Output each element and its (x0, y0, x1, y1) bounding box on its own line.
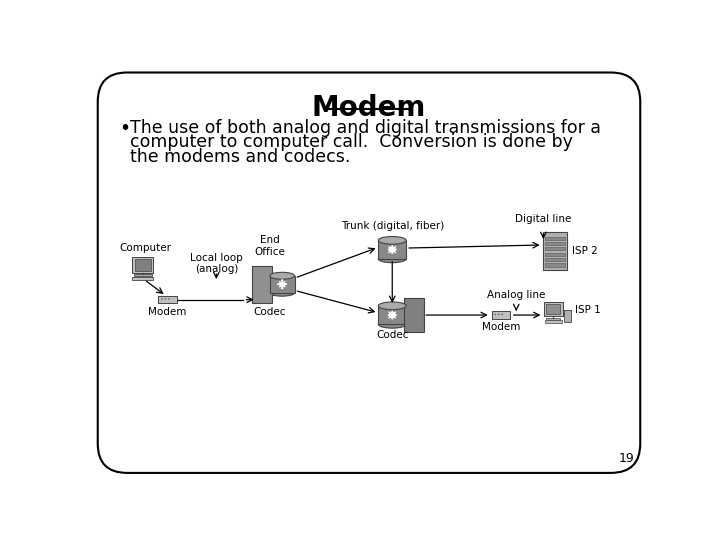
FancyBboxPatch shape (543, 232, 567, 271)
Circle shape (168, 298, 170, 300)
Circle shape (161, 298, 163, 300)
FancyBboxPatch shape (545, 264, 565, 267)
FancyBboxPatch shape (158, 296, 176, 303)
Circle shape (501, 314, 503, 315)
Text: the modems and codecs.: the modems and codecs. (130, 148, 351, 166)
Ellipse shape (378, 255, 406, 262)
FancyBboxPatch shape (545, 247, 565, 251)
Text: Digital line: Digital line (516, 214, 572, 224)
Circle shape (165, 298, 166, 300)
FancyBboxPatch shape (132, 277, 153, 280)
FancyBboxPatch shape (564, 310, 571, 322)
FancyBboxPatch shape (546, 305, 560, 314)
FancyBboxPatch shape (378, 306, 406, 325)
FancyBboxPatch shape (135, 259, 150, 271)
FancyBboxPatch shape (544, 302, 562, 316)
Text: Modem: Modem (482, 322, 520, 332)
Ellipse shape (270, 272, 294, 279)
FancyBboxPatch shape (545, 242, 565, 245)
FancyBboxPatch shape (545, 258, 565, 261)
Text: computer to computer call.  Conversion is done by: computer to computer call. Conversion is… (130, 133, 573, 151)
Ellipse shape (378, 237, 406, 244)
Ellipse shape (270, 289, 294, 296)
FancyBboxPatch shape (253, 266, 271, 303)
Text: •: • (120, 119, 130, 138)
FancyBboxPatch shape (270, 276, 294, 293)
FancyBboxPatch shape (545, 237, 565, 240)
FancyBboxPatch shape (134, 274, 151, 276)
Text: Analog line: Analog line (487, 289, 546, 300)
Text: Trunk (digital, fiber): Trunk (digital, fiber) (341, 221, 444, 231)
Text: Modem: Modem (148, 307, 186, 316)
FancyBboxPatch shape (378, 240, 406, 259)
FancyBboxPatch shape (545, 253, 565, 256)
Circle shape (495, 314, 496, 315)
Text: Local loop
(analog): Local loop (analog) (190, 253, 243, 274)
FancyBboxPatch shape (132, 256, 153, 273)
Ellipse shape (378, 320, 406, 328)
Text: ISP 1: ISP 1 (575, 305, 601, 315)
Circle shape (498, 314, 500, 315)
Text: The use of both analog and digital transmissions for a: The use of both analog and digital trans… (130, 119, 601, 137)
FancyBboxPatch shape (545, 320, 562, 323)
Ellipse shape (378, 302, 406, 309)
FancyBboxPatch shape (492, 311, 510, 319)
Text: Computer: Computer (120, 242, 172, 253)
Text: Modem: Modem (312, 94, 426, 122)
Text: 19: 19 (619, 452, 635, 465)
FancyBboxPatch shape (404, 298, 423, 333)
Text: Codec: Codec (376, 330, 408, 340)
Text: End
Office: End Office (254, 235, 285, 256)
FancyBboxPatch shape (546, 318, 560, 320)
Text: Codec: Codec (253, 307, 286, 316)
FancyBboxPatch shape (98, 72, 640, 473)
Text: ISP 2: ISP 2 (572, 246, 598, 256)
